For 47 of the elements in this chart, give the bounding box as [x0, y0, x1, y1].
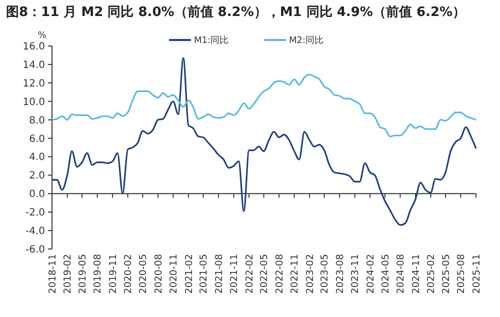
x-tick-label: 2024-08 [396, 254, 407, 294]
x-tick-label: 2019-02 [62, 254, 74, 294]
y-tick-label: 12.0 [22, 78, 45, 90]
legend-label: M1:同比 [194, 35, 229, 46]
y-tick-label: 4.0 [29, 152, 45, 164]
y-tick-label: 14.0 [22, 60, 45, 71]
chart-title: 图8：11 月 M2 同比 8.0%（前值 8.2%），M1 同比 4.9%（前值 6.2%） [6, 5, 466, 20]
x-tick-label: 2022-05 [259, 254, 270, 294]
y-tick-label: -2.0 [25, 208, 45, 219]
x-tick-label: 2018-11 [47, 254, 58, 294]
y-tick-label: -4.0 [25, 226, 45, 238]
x-tick-label: 2021-08 [214, 254, 225, 294]
x-tick-label: 2024-02 [365, 254, 376, 294]
x-tick-label: 2022-08 [274, 254, 286, 294]
x-tick-label: 2025-08 [456, 254, 468, 294]
x-tick-label: 2021-05 [198, 254, 210, 294]
y-tick-label: 10.0 [22, 96, 45, 108]
x-tick-label: 2019-08 [92, 254, 104, 294]
y-tick-label: 2.0 [29, 170, 45, 182]
x-tick-label: 2025-02 [426, 254, 438, 294]
y-tick-label: 0.0 [29, 189, 45, 200]
x-tick-label: 2023-08 [334, 254, 346, 294]
legend-label: M2:同比 [289, 35, 324, 46]
x-tick-label: 2023-02 [304, 254, 316, 294]
x-tick-label: 2020-05 [138, 254, 150, 294]
x-tick-label: 2022-11 [290, 254, 301, 294]
x-tick-label: 2019-11 [108, 254, 119, 294]
x-tick-label: 2023-11 [350, 254, 362, 294]
y-tick-label: 6.0 [29, 134, 45, 145]
line-series [51, 57, 477, 226]
x-tick-label: 2021-02 [184, 254, 195, 294]
x-tick-label: 2024-05 [380, 254, 392, 294]
x-tick-label: 2022-02 [244, 254, 256, 294]
x-tick-label: 2023-05 [320, 254, 331, 294]
x-tick-label: 2020-11 [168, 254, 180, 294]
x-tick-label: 2025-11 [471, 254, 482, 294]
x-tick-label: 2021-11 [229, 254, 240, 294]
y-tick-label: 16.0 [22, 42, 45, 52]
x-tick-label: 2020-02 [123, 254, 134, 294]
x-tick-label: 2020-08 [153, 254, 164, 294]
line-series [51, 74, 477, 138]
x-tick-label: 2024-11 [410, 254, 422, 294]
y-tick-label: -6.0 [25, 244, 45, 256]
y-axis-title: % [38, 31, 47, 41]
x-tick-label: 2025-05 [440, 254, 452, 294]
y-tick-label: 8.0 [29, 115, 45, 126]
x-tick-label: 2019-05 [77, 254, 88, 294]
